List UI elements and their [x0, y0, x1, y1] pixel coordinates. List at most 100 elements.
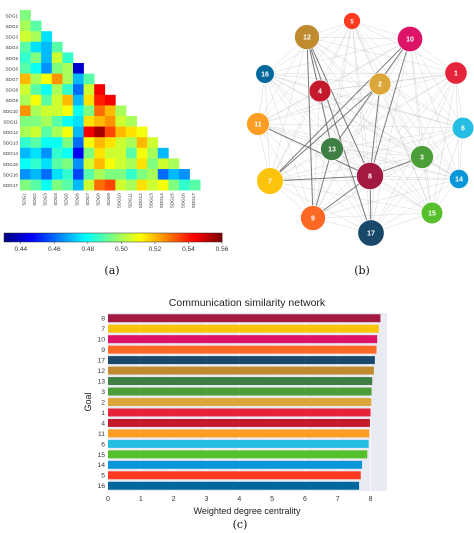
heatmap-cell — [136, 169, 148, 180]
heatmap-cell — [30, 158, 42, 170]
heatmap-cell — [51, 63, 63, 74]
network-edge — [269, 127, 464, 182]
heatmap-cell — [41, 41, 53, 53]
bar — [108, 324, 379, 333]
network-edge — [319, 90, 460, 180]
y-tick-label: 11 — [98, 431, 105, 438]
heatmap-row-label: SDG17 — [3, 183, 19, 188]
colorbar-segment — [89, 233, 92, 242]
colorbar-segment — [54, 233, 58, 242]
network-edge — [312, 178, 460, 219]
colorbar-segment — [71, 233, 74, 242]
colorbar-segment — [113, 233, 116, 242]
network-node-label: 1 — [454, 71, 458, 78]
heatmap-cell — [20, 147, 31, 159]
colorbar-segment — [18, 233, 21, 242]
colorbar-segment — [83, 233, 87, 242]
bar — [108, 450, 368, 459]
heatmap-cell — [51, 126, 63, 138]
colorbar-segment — [93, 233, 96, 242]
colorbar-segment — [132, 233, 136, 242]
heatmap-cell — [104, 147, 116, 159]
panel-label-a: (a) — [104, 264, 119, 277]
network-edge — [312, 83, 381, 219]
network-edge — [269, 90, 321, 182]
heatmap-cell — [30, 169, 42, 180]
x-tick-label: 5 — [270, 496, 274, 503]
heatmap-cell — [179, 169, 190, 180]
heatmap-cell — [20, 169, 31, 180]
heatmap-cell — [73, 94, 84, 106]
colorbar-segment — [94, 233, 98, 242]
network-node-label: 7 — [268, 179, 272, 186]
network-edge — [319, 20, 353, 92]
heatmap-cell — [41, 84, 53, 96]
heatmap-cell — [30, 73, 42, 85]
colorbar-frame — [3, 232, 223, 243]
network-node — [410, 145, 434, 169]
bar — [108, 481, 360, 490]
heatmap-row-label: SDG9 — [5, 98, 18, 103]
heatmap-cell — [62, 52, 74, 64]
colorbar-segment — [62, 233, 65, 242]
heatmap-cell — [73, 105, 84, 117]
colorbar-segment — [98, 233, 101, 242]
x-tick-label: 8 — [369, 496, 373, 503]
heatmap-cell — [20, 41, 31, 53]
network-edge — [257, 38, 411, 125]
x-tick-label: 3 — [205, 496, 209, 503]
heatmap-cell — [20, 84, 31, 96]
heatmap-cell — [62, 179, 74, 191]
network-edge — [370, 38, 411, 234]
colorbar-segment — [58, 233, 61, 242]
network-edge — [379, 83, 464, 129]
bar — [108, 439, 369, 448]
colorbar-segment — [134, 233, 138, 242]
y-tick-label: 6 — [101, 441, 105, 448]
network-node — [449, 169, 469, 189]
network-strong-edge — [269, 83, 381, 182]
heatmap-row-label: SDG12 — [3, 130, 19, 135]
network-node-label: 5 — [350, 20, 354, 26]
colorbar-segment — [87, 233, 90, 242]
heatmap-cell — [83, 169, 95, 180]
heatmap-cell — [83, 84, 95, 96]
colorbar-segment — [138, 233, 141, 242]
heatmap-cell — [104, 158, 116, 170]
network-edge — [306, 36, 423, 158]
colorbar-segment — [174, 233, 177, 242]
heatmap-cell — [41, 63, 53, 74]
heatmap-cell — [30, 52, 42, 64]
heatmap-cell — [20, 94, 31, 106]
heatmap-row-label: SDG8 — [5, 88, 18, 93]
heatmap-cell — [115, 105, 127, 117]
y-tick-label: 9 — [101, 347, 105, 354]
network-strong-edge — [306, 36, 314, 219]
heatmap-cell — [115, 169, 127, 180]
heatmap-column-label: SDG9 — [106, 193, 111, 206]
colorbar-segment — [200, 233, 203, 242]
network-strong-edge — [306, 36, 371, 177]
heatmap-cell — [73, 179, 84, 191]
network-node-label: 15 — [428, 211, 436, 218]
colorbar-segment — [105, 233, 108, 242]
colorbar-segment — [114, 233, 118, 242]
colorbar-segment — [16, 233, 19, 242]
network-node — [320, 137, 344, 161]
heatmap-cell — [51, 94, 63, 106]
heatmap-cell — [41, 116, 53, 127]
colorbar-segment — [109, 233, 112, 242]
heatmap-cell — [147, 158, 159, 170]
colorbar-segment — [42, 233, 45, 242]
x-tick-label: 2 — [172, 496, 176, 503]
colorbar-segment — [196, 233, 199, 242]
network-edge — [409, 38, 433, 214]
heatmap-cell — [30, 147, 42, 159]
heatmap-cell — [136, 126, 148, 138]
colorbar-segment — [27, 233, 30, 242]
heatmap-row-label: SDG14 — [3, 151, 19, 156]
heatmap-cell — [157, 147, 169, 159]
network-node-label: 2 — [378, 82, 382, 89]
heatmap-cell — [73, 73, 84, 85]
network-edge — [431, 72, 457, 214]
